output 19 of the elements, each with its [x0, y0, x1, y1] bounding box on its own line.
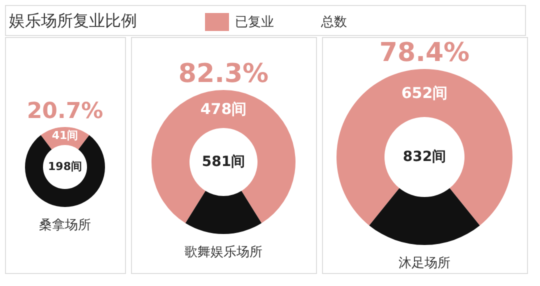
data-label: 478间 — [200, 100, 247, 118]
text: 82.3% — [178, 59, 269, 89]
donut-slice — [152, 90, 296, 224]
text: 桑拿场所 — [39, 218, 91, 233]
text: 总数 — [320, 15, 347, 30]
donut-slice — [185, 190, 262, 234]
chart-title: 娱乐场所复业比例 — [9, 11, 137, 30]
text: 歌舞娱乐场所 — [184, 245, 262, 260]
text: 581间 — [202, 154, 246, 170]
legend-label: 已复业 — [235, 15, 274, 30]
donut-slice — [369, 188, 480, 245]
text: 20.7% — [26, 99, 104, 124]
text: 78.4% — [379, 38, 470, 68]
donut-slice — [336, 69, 512, 226]
data-label: 652间 — [401, 84, 448, 102]
text: 832间 — [402, 149, 446, 165]
data-label: 41间 — [52, 129, 78, 142]
text: 沐足场所 — [398, 256, 450, 271]
text: 198间 — [48, 160, 82, 173]
